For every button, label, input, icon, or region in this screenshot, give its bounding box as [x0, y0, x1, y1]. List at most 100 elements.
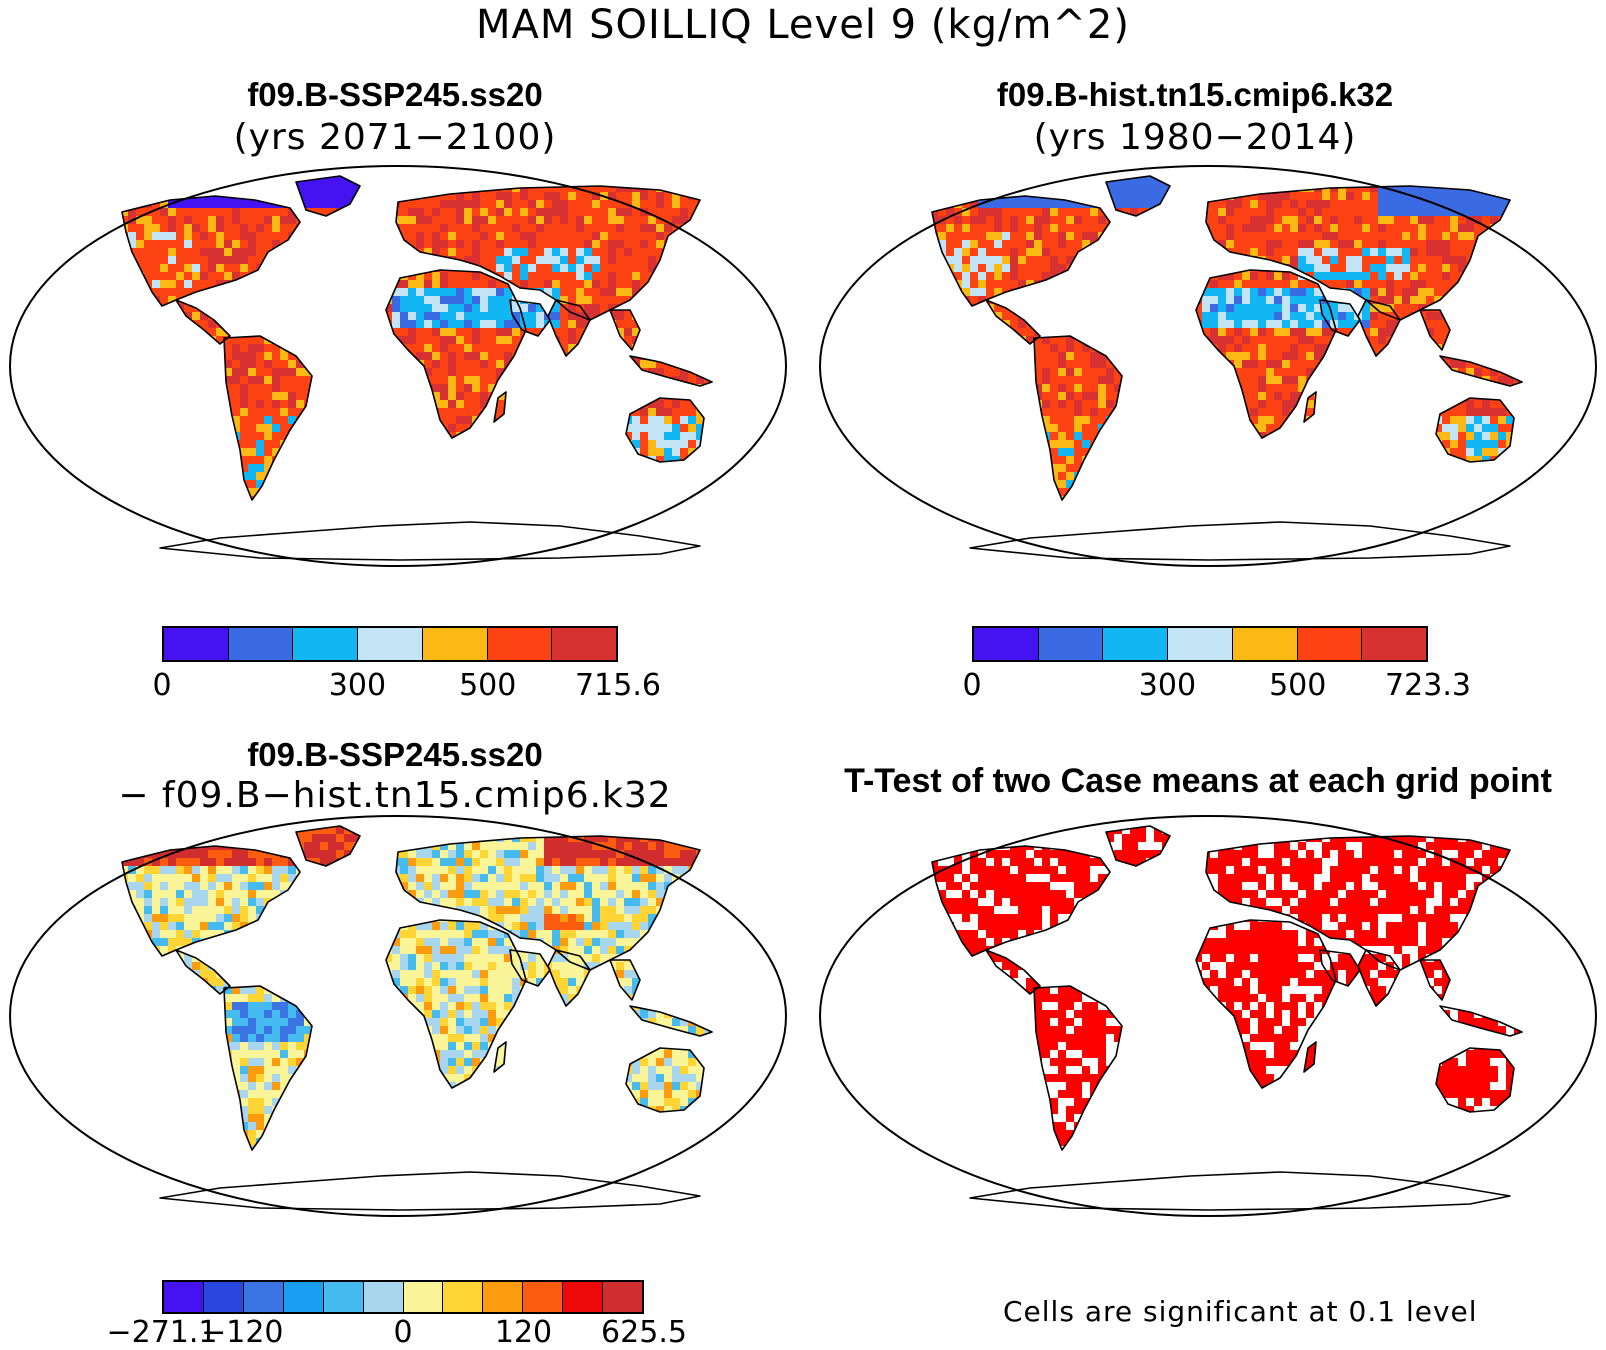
panel2-years-subtitle: (yrs 1980−2014) [790, 117, 1600, 158]
coastline-madagascar [1303, 391, 1317, 423]
colorbar-tick-label: 0 [962, 668, 981, 703]
panel1-case-title: f09.B-SSP245.ss20 [0, 76, 790, 114]
colorbar-swatch [1232, 628, 1298, 660]
colorbar-tick-label: 0 [393, 1315, 412, 1350]
map-border [9, 815, 787, 1217]
coastline-madagascar [1303, 1041, 1317, 1073]
coastline-antarctica [159, 521, 701, 561]
colorbar-swatch [1362, 628, 1427, 660]
coastline-greenland [1105, 175, 1171, 217]
colorbar-swatch [283, 1282, 324, 1312]
panel4-map [810, 810, 1606, 1222]
colorbar-swatch [483, 1282, 524, 1312]
coastline-arabia [1319, 299, 1361, 337]
colorbar-swatch [293, 628, 359, 660]
coastline-madagascar [493, 1041, 507, 1073]
colorbar-tick-label: 120 [495, 1315, 552, 1350]
coastline-greenland [295, 175, 361, 217]
coastline-northAmerica [931, 845, 1111, 957]
colorbar-swatch [358, 628, 423, 660]
colorbar-tick-label: 500 [459, 668, 516, 703]
colorbar-swatch [523, 1282, 564, 1312]
coastline-seAsia [609, 309, 641, 351]
coastline-madagascar [493, 391, 507, 423]
coastline-greenland [1105, 825, 1171, 867]
coastline-indonesia [1439, 355, 1523, 387]
coastline-northAmerica [121, 195, 301, 307]
map-svg [819, 165, 1597, 567]
colorbar-tick-label: 300 [1139, 668, 1196, 703]
colorbar-swatch [974, 628, 1039, 660]
coastline-centralAmerica [985, 299, 1041, 345]
colorbar-tick-label: 715.6 [575, 668, 661, 703]
map-svg [9, 165, 787, 567]
coastline-seAsia [1419, 959, 1451, 1001]
map-svg [9, 815, 787, 1217]
panel1-map [0, 160, 796, 572]
colorbar-tick-label: −120 [201, 1315, 283, 1350]
coastline-arabia [509, 299, 551, 337]
coastline-australia [1435, 1047, 1515, 1113]
colorbar-swatch [1103, 628, 1169, 660]
colorbar-swatch [603, 1282, 643, 1312]
panel1-years-subtitle: (yrs 2071−2100) [0, 117, 790, 158]
panel2-colorbar-ticks: 0 300 500 723.3 [962, 668, 1470, 704]
coastline-antarctica [159, 1171, 701, 1211]
coastline-africa [1195, 269, 1337, 439]
coastline-indonesia [1439, 1005, 1523, 1037]
coastlines [121, 825, 713, 1211]
colorbar-swatch [563, 1282, 604, 1312]
coastline-antarctica [969, 521, 1511, 561]
panel2-case-title: f09.B-hist.tn15.cmip6.k32 [790, 76, 1600, 114]
coastline-africa [385, 919, 527, 1089]
colorbar-tick-label: 625.5 [601, 1315, 687, 1350]
colorbar-tick-label: 0 [152, 668, 171, 703]
coastline-centralAmerica [985, 949, 1041, 995]
coastline-australia [625, 1047, 705, 1113]
figure-title: MAM SOILLIQ Level 9 (kg/m^2) [0, 2, 1606, 48]
colorbar-swatch [487, 628, 553, 660]
coastline-southAmerica [223, 335, 313, 501]
colorbar-swatch [363, 1282, 404, 1312]
coastline-northAmerica [121, 845, 301, 957]
coastlines [121, 175, 713, 561]
map-border [819, 165, 1597, 567]
coastline-centralAmerica [175, 949, 231, 995]
colorbar-tick-label: 300 [329, 668, 386, 703]
panel3-colorbar-ticks: −271.1 −120 0 120 625.5 [106, 1315, 686, 1350]
coastline-greenland [295, 825, 361, 867]
coastline-australia [1435, 397, 1515, 463]
coastline-southAmerica [1033, 335, 1123, 501]
colorbar-swatch [552, 628, 617, 660]
coastline-seAsia [609, 959, 641, 1001]
colorbar-swatch [443, 1282, 484, 1312]
map-border [819, 815, 1597, 1217]
colorbar-swatch [164, 628, 229, 660]
coastline-southAmerica [223, 985, 313, 1151]
coastline-australia [625, 397, 705, 463]
coastline-antarctica [969, 1171, 1511, 1211]
panel1-colorbar [162, 626, 618, 662]
coastline-africa [385, 269, 527, 439]
panel2-colorbar [972, 626, 1428, 662]
coastline-indonesia [629, 355, 713, 387]
coastline-northAmerica [931, 195, 1111, 307]
colorbar-swatch [422, 628, 488, 660]
colorbar-swatch [403, 1282, 444, 1312]
map-svg [819, 815, 1597, 1217]
panel1-colorbar-ticks: 0 300 500 715.6 [152, 668, 660, 704]
panel2-map [810, 160, 1606, 572]
colorbar-tick-label: 723.3 [1385, 668, 1471, 703]
panel3-colorbar [162, 1280, 644, 1314]
map-border [9, 165, 787, 567]
colorbar-tick-label: −271.1 [106, 1315, 217, 1350]
panel3-diff-subtitle: − f09.B−hist.tn15.cmip6.k32 [0, 775, 790, 816]
colorbar-swatch [228, 628, 294, 660]
coastline-centralAmerica [175, 299, 231, 345]
panel3-map [0, 810, 796, 1222]
panel3-case-title: f09.B-SSP245.ss20 [0, 736, 790, 774]
colorbar-swatch [243, 1282, 284, 1312]
colorbar-tick-label: 500 [1269, 668, 1326, 703]
coastlines [931, 175, 1523, 561]
colorbar-swatch [323, 1282, 364, 1312]
